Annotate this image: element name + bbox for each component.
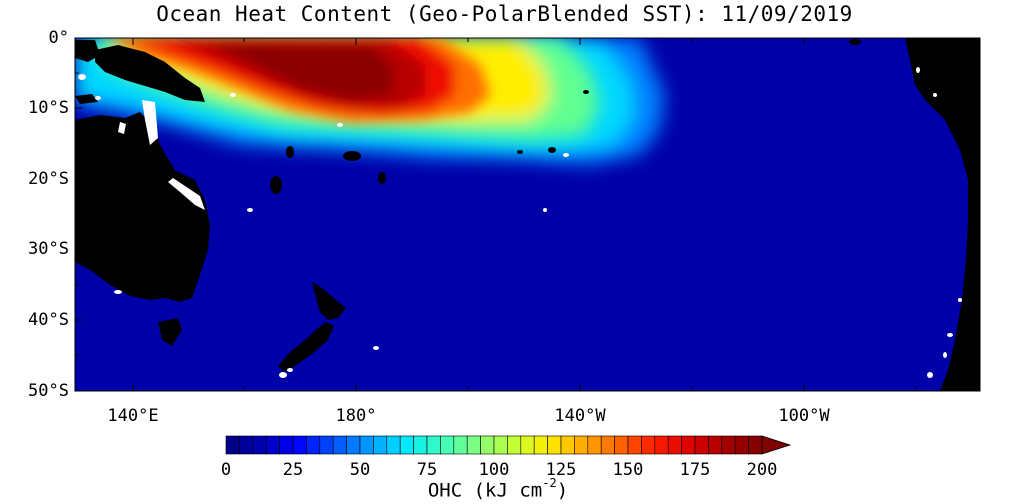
colorbar-cell	[708, 435, 723, 455]
y-ticks	[75, 37, 980, 392]
new-guinea	[95, 45, 205, 102]
colorbar-cell	[265, 435, 280, 455]
colorbar-cell	[614, 435, 629, 455]
y-label-0: 0°	[48, 28, 69, 48]
units-exponent: -2	[542, 476, 557, 490]
colorbar-cell	[386, 435, 401, 455]
x-label-100w: 100°W	[778, 406, 830, 426]
cb-label-125: 125	[545, 460, 577, 480]
y-label-50s: 50°S	[28, 381, 69, 401]
colorbar-units: OHC (kJ cm-2)	[427, 476, 569, 502]
units-close: )	[556, 479, 569, 502]
cb-label-75: 75	[416, 460, 438, 480]
colorbar-cell	[346, 435, 361, 455]
colorbar-cell	[373, 435, 388, 455]
units-main: OHC (kJ cm	[427, 479, 543, 502]
colorbar-cell	[681, 435, 696, 455]
colorbar-cell	[520, 435, 535, 455]
colorbar-cell	[507, 435, 522, 455]
colorbar-cell	[239, 435, 254, 455]
colorbar-cell	[748, 435, 763, 455]
colorbar-cell	[627, 435, 642, 455]
map-field	[75, 38, 980, 391]
colorbar-cell	[574, 435, 589, 455]
y-label-10s: 10°S	[28, 98, 69, 118]
colorbar-cell	[547, 435, 562, 455]
cb-label-175: 175	[679, 460, 711, 480]
colorbar-cell	[399, 435, 414, 455]
colorbar-cell	[466, 435, 481, 455]
colorbar-cell	[721, 435, 736, 455]
ohc-red-layer	[110, 38, 490, 122]
cb-label-50: 50	[349, 460, 371, 480]
tasmania	[158, 318, 182, 346]
colorbar-cell	[426, 435, 441, 455]
colorbar-cell	[453, 435, 468, 455]
colorbar-cell	[225, 435, 240, 455]
x-label-180: 180°	[335, 406, 377, 426]
new-zealand-south	[278, 322, 334, 372]
new-zealand-north	[312, 282, 346, 320]
y-label-30s: 30°S	[28, 239, 69, 259]
south-america	[905, 38, 980, 391]
colorbar-cell	[252, 435, 267, 455]
x-ticks	[132, 38, 917, 391]
colorbar-cell	[734, 435, 749, 455]
cb-label-25: 25	[282, 460, 304, 480]
colorbar-cell	[279, 435, 294, 455]
colorbar-cell	[306, 435, 321, 455]
colorbar-cell	[493, 435, 508, 455]
cb-label-150: 150	[612, 460, 644, 480]
colorbar	[225, 435, 792, 455]
colorbar-cell	[641, 435, 656, 455]
colorbar-cell	[600, 435, 615, 455]
colorbar-cell	[694, 435, 709, 455]
colorbar-cell	[292, 435, 307, 455]
colorbar-cell	[413, 435, 428, 455]
missing-data	[78, 67, 962, 378]
x-label-140w: 140°W	[554, 406, 606, 426]
colorbar-extend-arrow	[761, 435, 792, 455]
x-label-140e: 140°E	[107, 406, 159, 426]
colorbar-cell	[319, 435, 334, 455]
cb-label-200: 200	[746, 460, 778, 480]
colorbar-cell	[359, 435, 374, 455]
cb-label-0: 0	[220, 460, 232, 480]
cb-label-100: 100	[478, 460, 510, 480]
map-title: Ocean Heat Content (Geo-PolarBlended SST…	[156, 2, 853, 26]
land	[75, 38, 980, 391]
y-label-20s: 20°S	[28, 169, 69, 189]
australia	[75, 112, 210, 302]
colorbar-cell	[480, 435, 495, 455]
colorbar-cell	[587, 435, 602, 455]
y-label-40s: 40°S	[28, 310, 69, 330]
colorbar-cell	[560, 435, 575, 455]
colorbar-cell	[654, 435, 669, 455]
colorbar-cell	[533, 435, 548, 455]
colorbar-cell	[667, 435, 682, 455]
colorbar-cell	[440, 435, 455, 455]
colorbar-cell	[332, 435, 347, 455]
